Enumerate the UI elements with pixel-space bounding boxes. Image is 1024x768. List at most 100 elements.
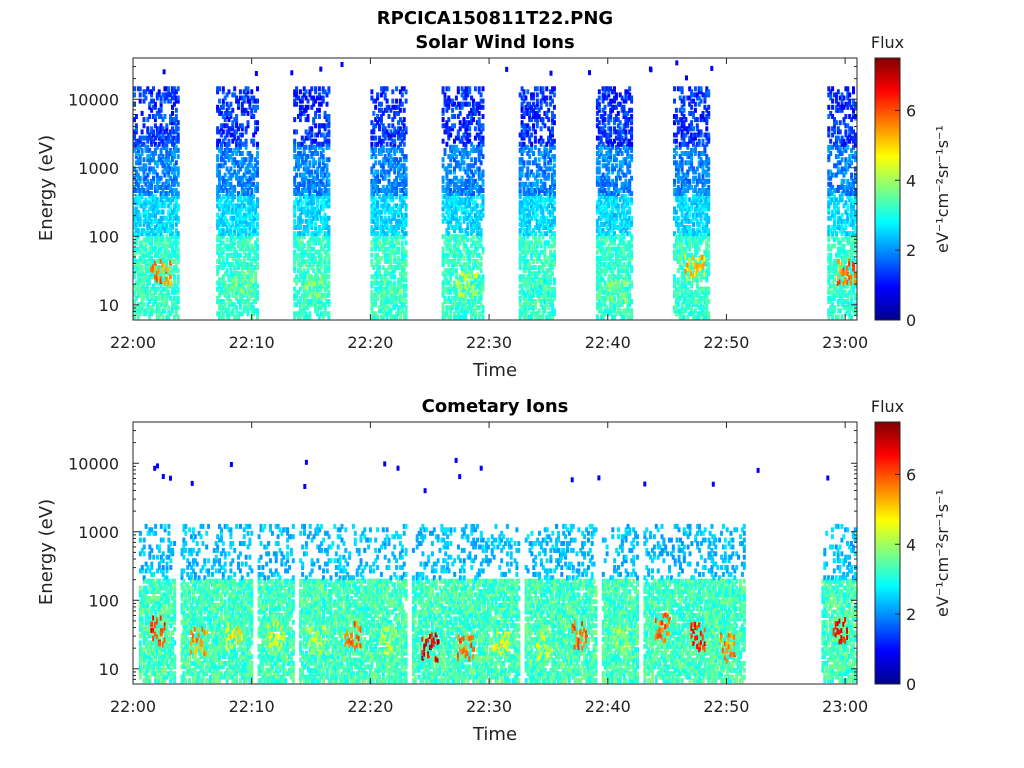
flux-cell	[153, 308, 157, 314]
flux-cell	[235, 138, 239, 144]
flux-hot-cell	[312, 281, 316, 287]
flux-cell	[171, 169, 174, 175]
flux-cell	[327, 225, 331, 230]
flux-cell	[237, 255, 240, 261]
flux-cell	[221, 114, 225, 119]
flux-cell	[387, 123, 391, 129]
flux-cell	[252, 181, 256, 187]
flux-cell	[256, 154, 259, 160]
flux-cell	[167, 166, 171, 172]
flux-cell	[533, 129, 537, 135]
flux-cell	[146, 295, 150, 301]
flux-cell	[240, 160, 244, 166]
flux-cell	[157, 228, 161, 234]
flux-cell	[308, 255, 312, 261]
flux-cell	[231, 302, 235, 308]
flux-cell	[144, 191, 148, 197]
flux-cell	[391, 89, 395, 95]
flux-cell	[246, 280, 250, 286]
flux-cell	[302, 249, 306, 255]
flux-cell	[319, 200, 323, 206]
flux-cell	[221, 163, 225, 169]
flux-cell	[314, 231, 318, 237]
flux-cell	[138, 218, 142, 224]
flux-cell	[163, 200, 167, 206]
flux-cell	[161, 258, 165, 264]
flux-cell	[237, 175, 240, 181]
flux-cell	[233, 246, 237, 252]
flux-cell	[242, 188, 246, 193]
flux-cell	[312, 181, 316, 187]
flux-cell	[136, 209, 140, 215]
flux-cell	[300, 308, 304, 314]
flux-cell	[219, 144, 223, 150]
flux-hot-cell	[244, 274, 248, 280]
flux-cell	[317, 157, 321, 163]
flux-cell	[306, 240, 310, 246]
flux-cell	[153, 147, 157, 153]
flux-cell	[163, 86, 167, 92]
flux-cell	[165, 289, 169, 295]
flux-cell	[248, 197, 252, 203]
flux-cell	[174, 255, 178, 261]
flux-cell	[468, 126, 472, 132]
flux-cell	[159, 160, 163, 166]
flux-cell	[169, 166, 173, 172]
flux-cell	[254, 295, 258, 301]
flux-cell	[144, 262, 148, 267]
flux-cell	[293, 218, 297, 224]
flux-cell	[155, 126, 159, 132]
flux-cell	[398, 107, 402, 113]
flux-cell	[248, 252, 252, 258]
flux-cell	[316, 268, 319, 274]
flux-cell	[240, 234, 244, 240]
flux-cell	[404, 98, 408, 104]
flux-cell	[306, 302, 310, 308]
flux-cell	[237, 194, 240, 200]
flux-cell	[250, 218, 254, 224]
flux-cell	[314, 132, 318, 138]
flux-cell	[233, 271, 237, 277]
flux-cell	[240, 95, 244, 101]
flux-cell	[169, 231, 173, 237]
flux-cell	[174, 240, 178, 246]
flux-cell	[242, 212, 246, 218]
flux-hot-cell	[235, 270, 239, 276]
flux-cell	[229, 147, 233, 153]
flux-cell	[302, 175, 306, 181]
flux-cell	[242, 243, 246, 249]
flux-cell	[172, 117, 176, 123]
flux-cell	[237, 135, 240, 141]
flux-cell	[310, 200, 314, 206]
flux-cell	[144, 271, 148, 277]
flux-cell	[218, 218, 221, 224]
flux-cell	[238, 240, 242, 246]
flux-cell	[221, 262, 225, 267]
flux-cell	[171, 258, 174, 264]
flux-cell	[172, 289, 176, 295]
flux-cell	[244, 141, 248, 147]
flux-cell	[174, 144, 178, 150]
flux-hot-cell	[246, 283, 250, 289]
flux-cell	[229, 228, 233, 234]
flux-cell	[140, 249, 144, 255]
flux-cell	[229, 234, 233, 240]
flux-cell	[233, 194, 237, 200]
flux-cell	[233, 268, 237, 274]
flux-cell	[532, 92, 535, 98]
flux-cell	[216, 104, 220, 110]
flux-cell	[133, 292, 136, 298]
flux-cell	[317, 212, 321, 218]
flux-hot-cell	[235, 281, 239, 287]
flux-hot-cell	[306, 279, 310, 285]
flux-cell	[254, 249, 258, 255]
flux-cell	[142, 188, 146, 193]
flux-cell	[229, 114, 233, 119]
flux-cell	[317, 160, 321, 166]
flux-cell	[159, 197, 163, 203]
flux-cell	[238, 194, 242, 200]
flux-cell	[319, 311, 323, 317]
flux-cell	[304, 117, 308, 123]
flux-cell	[216, 299, 220, 304]
flux-cell	[238, 123, 242, 129]
